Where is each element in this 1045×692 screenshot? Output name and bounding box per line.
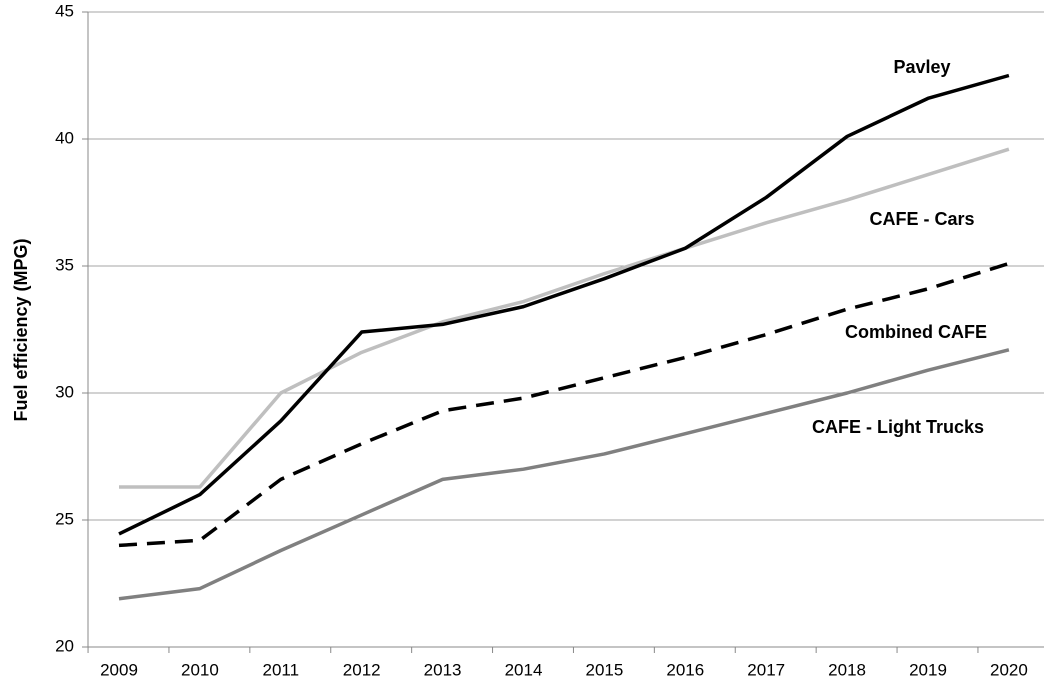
series-line	[118, 73, 1010, 536]
x-tick-label: 2015	[585, 660, 623, 679]
series-label: CAFE - Cars	[869, 209, 974, 229]
x-tick-label: 2017	[747, 660, 785, 679]
y-tick-label: 20	[55, 636, 74, 655]
y-tick-label: 25	[55, 509, 74, 528]
y-tick-label: 35	[55, 255, 74, 274]
series-label: Pavley	[893, 57, 950, 77]
series-line	[118, 261, 1010, 548]
series-line	[118, 348, 1010, 601]
x-tick-label: 2020	[990, 660, 1028, 679]
y-tick-label: 45	[55, 1, 74, 20]
x-tick-label: 2019	[909, 660, 947, 679]
x-tick-label: 2016	[666, 660, 704, 679]
series-label: CAFE - Light Trucks	[812, 417, 984, 437]
x-tick-label: 2013	[424, 660, 462, 679]
x-tick-label: 2018	[828, 660, 866, 679]
x-tick-label: 2012	[343, 660, 381, 679]
y-tick-label: 40	[55, 128, 74, 147]
x-tick-label: 2010	[181, 660, 219, 679]
series-label: Combined CAFE	[845, 322, 987, 342]
x-tick-label: 2014	[505, 660, 543, 679]
y-axis-label: Fuel efficiency (MPG)	[11, 238, 31, 421]
x-tick-label: 2009	[100, 660, 138, 679]
x-tick-label: 2011	[263, 660, 300, 679]
series-line	[119, 147, 1010, 489]
y-tick-label: 30	[55, 382, 74, 401]
